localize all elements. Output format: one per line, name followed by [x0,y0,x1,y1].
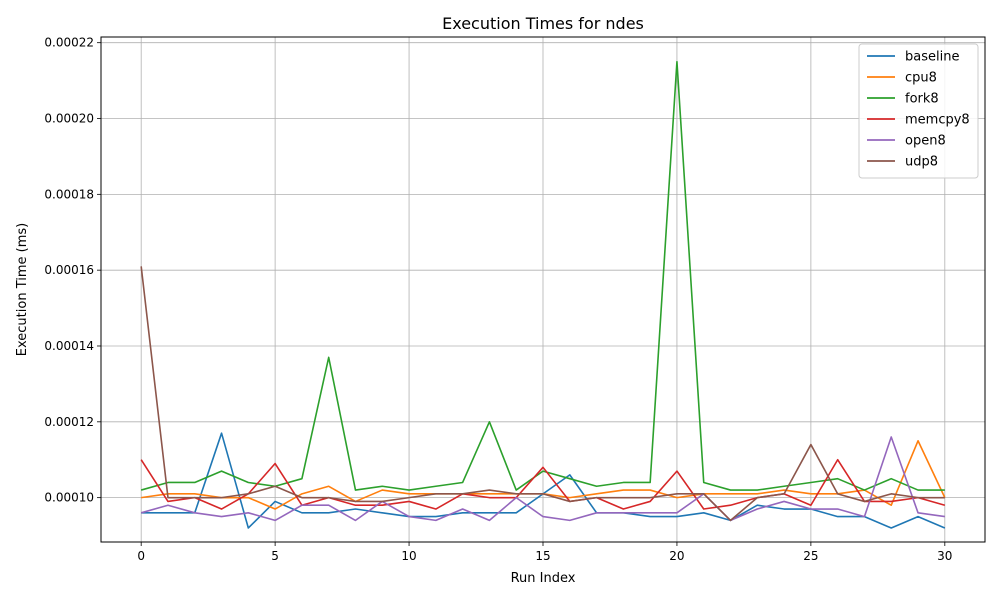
x-tick-label: 0 [137,549,145,563]
legend-label-udp8: udp8 [905,155,938,170]
legend-label-baseline: baseline [905,50,959,65]
y-tick-label: 0.00018 [44,187,94,201]
x-tick-label: 5 [271,549,279,563]
y-tick-label: 0.00020 [44,112,94,126]
series-line-open8 [140,436,945,522]
series-line-memcpy8 [140,458,946,510]
y-tick-label: 0.00016 [44,263,94,277]
chart-title: Execution Times for ndes [442,14,644,33]
x-axis-label: Run Index [511,571,576,586]
y-axis: 0.00010 0.00012 0.00014 0.00016 0.00018 0.000… [44,36,101,505]
x-tick-label: 15 [535,549,550,563]
legend-label-memcpy8: memcpy8 [905,113,970,128]
y-tick-label: 0.00012 [44,415,94,429]
x-tick-label: 10 [401,549,416,563]
y-tick-label: 0.00014 [44,339,94,353]
x-tick-label: 20 [669,549,684,563]
legend-label-cpu8: cpu8 [905,71,937,86]
legend: baseline cpu8 fork8 memcpy8 open8 udp8 [858,43,979,179]
y-tick-label: 0.00022 [44,36,94,50]
legend-label-fork8: fork8 [905,92,939,107]
y-axis-label: Execution Time (ms) [15,223,30,356]
legend-label-open8: open8 [905,134,946,149]
y-tick-label: 0.00010 [44,491,94,505]
series-layer [140,60,946,529]
x-tick-label: 25 [803,549,818,563]
series-line-udp8 [140,266,945,522]
x-tick-label: 30 [937,549,952,563]
x-axis: 0 5 10 15 20 25 30 [137,542,952,563]
